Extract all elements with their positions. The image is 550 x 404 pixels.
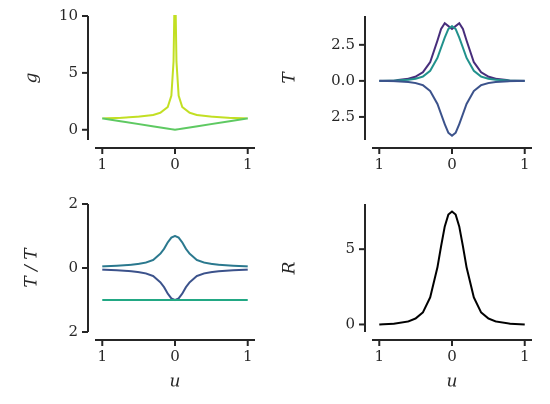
x-tick-label: 0 bbox=[170, 347, 180, 365]
y-tick-label: 2.5 bbox=[331, 35, 355, 53]
x-tick-label: 0 bbox=[170, 155, 180, 173]
data-line bbox=[102, 117, 248, 131]
y-axis-label: T / T bbox=[22, 247, 42, 288]
y-tick-label: 10 bbox=[59, 6, 78, 24]
data-line bbox=[379, 21, 525, 82]
x-tick-label: 1 bbox=[243, 347, 253, 365]
x-axis-label: u bbox=[170, 372, 181, 392]
x-tick-label: 1 bbox=[520, 155, 530, 173]
y-tick-label: 0 bbox=[345, 314, 355, 332]
data-line bbox=[102, 268, 248, 302]
y-tick-label: 5 bbox=[68, 63, 78, 81]
y-tick-label: 5 bbox=[345, 239, 355, 257]
x-tick-label: 0 bbox=[447, 347, 457, 365]
x-tick-label: 0 bbox=[447, 155, 457, 173]
y-axis-label: T bbox=[280, 71, 300, 84]
y-tick-label: 0 bbox=[68, 120, 78, 138]
data-line bbox=[379, 24, 525, 82]
x-tick-label: 1 bbox=[97, 347, 107, 365]
y-tick-label: 2 bbox=[68, 322, 78, 340]
x-tick-label: 1 bbox=[243, 155, 253, 173]
y-axis-label: R bbox=[280, 261, 300, 275]
data-line bbox=[102, 15, 248, 120]
y-tick-label: 2.5 bbox=[331, 107, 355, 125]
y-axis-label: g bbox=[22, 72, 42, 83]
y-tick-label: 2 bbox=[68, 194, 78, 212]
data-line bbox=[379, 210, 525, 326]
x-tick-label: 1 bbox=[374, 155, 384, 173]
y-tick-label: 0 bbox=[68, 258, 78, 276]
x-tick-label: 1 bbox=[374, 347, 384, 365]
y-tick-label: 0.0 bbox=[331, 71, 355, 89]
data-line bbox=[102, 234, 248, 268]
data-line bbox=[379, 79, 525, 137]
x-axis-label: u bbox=[447, 372, 458, 392]
x-tick-label: 1 bbox=[520, 347, 530, 365]
x-tick-label: 1 bbox=[97, 155, 107, 173]
